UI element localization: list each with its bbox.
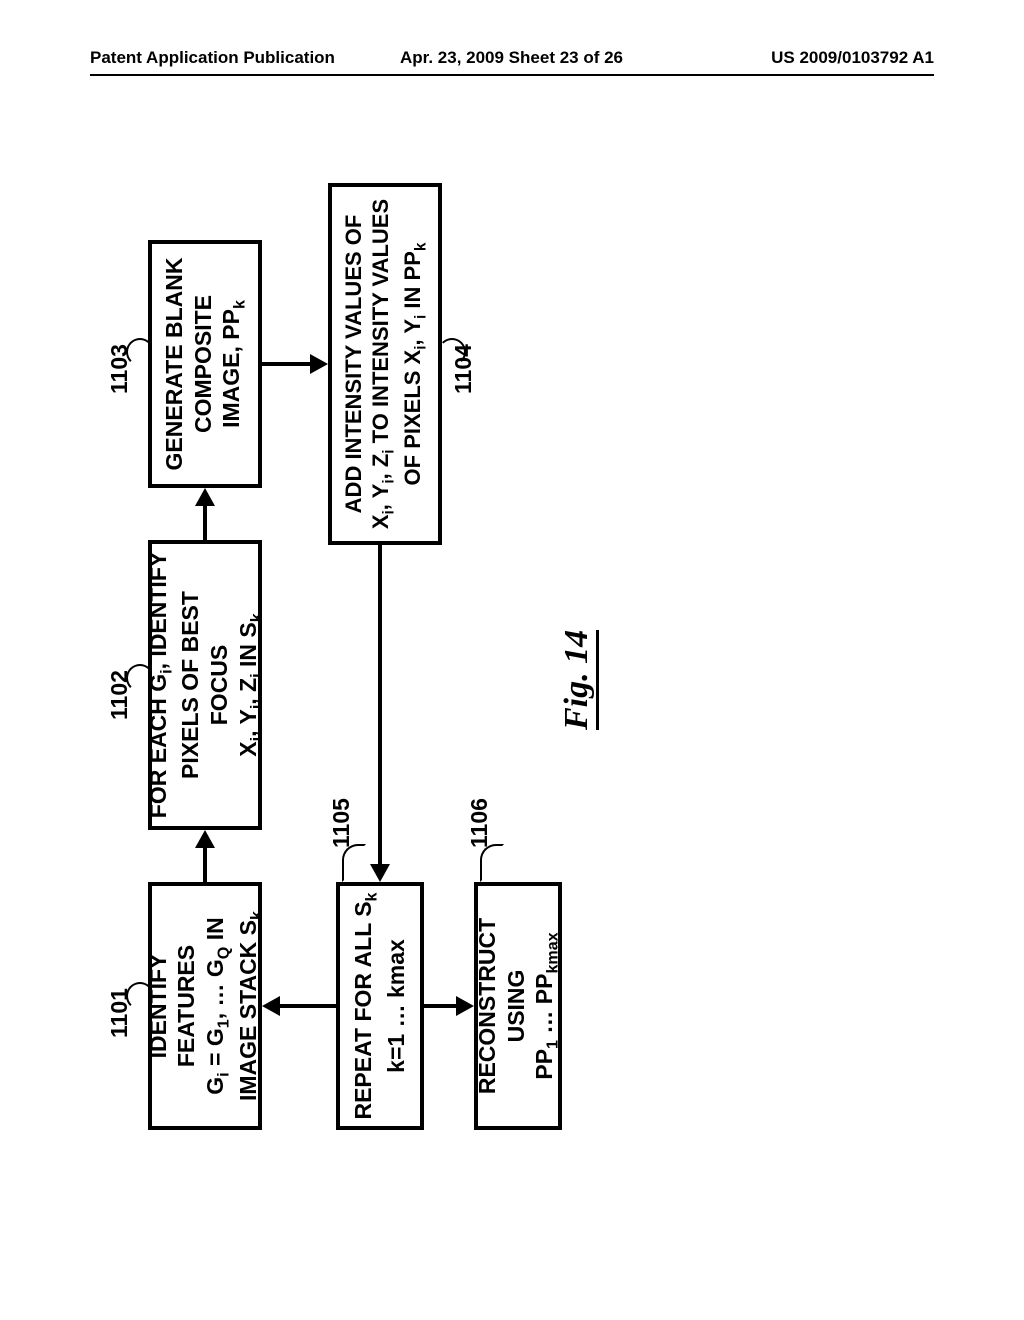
arrow-head-1102-1103 — [195, 488, 215, 506]
leader-1104 — [438, 338, 466, 366]
header-rule — [90, 74, 934, 76]
leader-1101 — [126, 982, 154, 1010]
leader-1103 — [126, 338, 154, 366]
arrow-1105-1106 — [424, 1004, 458, 1008]
header-left: Patent Application Publication — [90, 48, 335, 68]
arrow-1101-1102 — [203, 846, 207, 882]
page: Patent Application Publication Apr. 23, … — [0, 0, 1024, 1320]
figure-area: IDENTIFY FEATURESGi = G1, … GQ INIMAGE S… — [128, 130, 896, 1130]
flow-box-1106-text: RECONSTRUCT USINGPP1 … PPkmax — [473, 892, 563, 1120]
arrow-head-1105-1101 — [262, 996, 280, 1016]
arrow-1104-1105 — [378, 545, 382, 868]
flow-box-1103: GENERATE BLANKCOMPOSITEIMAGE, PPk — [148, 240, 262, 488]
flow-box-1102: FOR EACH Gi, IDENTIFYPIXELS OF BEST FOCU… — [148, 540, 262, 830]
flow-box-1104-text: ADD INTENSITY VALUES OFXi, Yi, Zi TO INT… — [340, 199, 431, 529]
flow-label-1106: 1106 — [466, 798, 493, 848]
flow-label-1105: 1105 — [328, 798, 355, 848]
header-right: US 2009/0103792 A1 — [771, 48, 934, 68]
flow-box-1105-text: REPEAT FOR ALL Skk=1 … kmax — [349, 892, 410, 1119]
header-middle: Apr. 23, 2009 Sheet 23 of 26 — [400, 48, 623, 68]
leader-1102 — [126, 664, 154, 692]
flow-box-1105: REPEAT FOR ALL Skk=1 … kmax — [336, 882, 424, 1130]
leader-1105 — [342, 844, 366, 882]
flow-box-1101: IDENTIFY FEATURESGi = G1, … GQ INIMAGE S… — [148, 882, 262, 1130]
flow-box-1102-text: FOR EACH Gi, IDENTIFYPIXELS OF BEST FOCU… — [144, 550, 267, 820]
arrow-1102-1103 — [203, 504, 207, 540]
figure-caption: Fig. 14 — [558, 630, 599, 730]
arrow-1103-1104 — [262, 362, 312, 366]
flow-box-1104: ADD INTENSITY VALUES OFXi, Yi, Zi TO INT… — [328, 183, 442, 545]
arrow-1105-1101 — [278, 1004, 336, 1008]
flow-box-1101-text: IDENTIFY FEATURESGi = G1, … GQ INIMAGE S… — [144, 892, 267, 1120]
flow-box-1103-text: GENERATE BLANKCOMPOSITEIMAGE, PPk — [160, 258, 250, 471]
leader-1106 — [480, 844, 504, 882]
arrow-head-1105-1106 — [456, 996, 474, 1016]
arrow-head-1103-1104 — [310, 354, 328, 374]
figure-rotated-canvas: IDENTIFY FEATURESGi = G1, … GQ INIMAGE S… — [128, 130, 896, 1130]
flow-box-1106: RECONSTRUCT USINGPP1 … PPkmax — [474, 882, 562, 1130]
arrow-head-1101-1102 — [195, 830, 215, 848]
arrow-head-1104-1105 — [370, 864, 390, 882]
